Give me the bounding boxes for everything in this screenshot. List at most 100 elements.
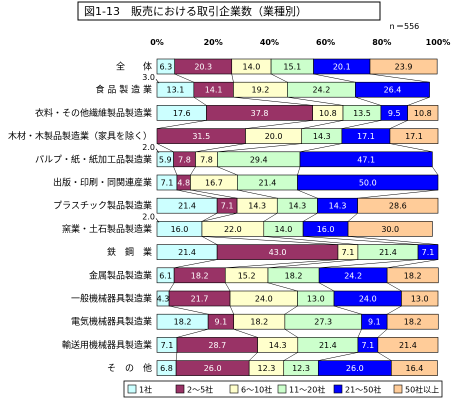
data-label: 24.0: [359, 295, 377, 304]
series-connector-line: [190, 166, 196, 176]
series-connector-line: [176, 189, 218, 199]
series-connector-line: [263, 212, 278, 222]
data-label: 7.1: [342, 248, 355, 257]
series-connector-line: [267, 259, 358, 269]
series-connector-line: [301, 120, 344, 129]
data-label: 23.9: [395, 63, 413, 72]
x-axis: 0% 20% 40% 60% 80% 100%: [150, 38, 450, 47]
legend-label: 2～5社: [187, 385, 213, 395]
series-connector-line: [245, 120, 313, 129]
data-label: 30.0: [381, 225, 399, 234]
data-label: 14.0: [275, 225, 293, 234]
series-connector-line: [229, 305, 234, 315]
category-label: 輸送用機械器具製造業: [62, 339, 152, 351]
data-label: 5.9: [159, 155, 172, 164]
category-label: 衣料・その他繊維製品製造業: [35, 107, 152, 119]
series-connector-line: [168, 282, 175, 292]
data-label: 29.4: [250, 155, 268, 164]
series-connector-line: [174, 73, 194, 83]
data-label: 14.0: [243, 63, 261, 72]
legend-swatch: [277, 384, 287, 394]
bar-segment: [407, 105, 439, 121]
legend-swatch: [175, 384, 185, 394]
series-connector-line: [303, 236, 419, 245]
data-label: 24.2: [344, 271, 362, 280]
data-label: 10.8: [414, 109, 432, 118]
data-label: 18.2: [250, 318, 268, 327]
series-connector-line: [357, 189, 439, 199]
legend-swatch: [333, 384, 343, 394]
data-label: 9.5: [388, 109, 401, 118]
series-connector-line: [284, 328, 298, 338]
data-label: 18.2: [285, 271, 303, 280]
series-connector-line: [333, 305, 362, 315]
series-connector-line: [175, 352, 178, 361]
data-label: 7.8: [200, 155, 213, 164]
data-label: 18.2: [174, 318, 192, 327]
series-connector-line: [377, 329, 388, 338]
series-connector-line: [193, 96, 207, 106]
series-connector-line: [195, 143, 246, 153]
category-label: 一般機械器具製造業: [71, 293, 152, 305]
series-connector-line: [407, 96, 430, 106]
bar-segment: [417, 244, 439, 260]
data-label: 14.3: [288, 202, 306, 211]
series-connector-line: [287, 96, 344, 106]
legend-label: 6～10社: [241, 385, 272, 395]
data-label: 21.4: [379, 248, 397, 257]
data-label: 9.1: [215, 318, 228, 327]
bar-segment: [386, 267, 439, 284]
x-tick-label: 40%: [260, 38, 279, 47]
data-label: 47.1: [357, 155, 375, 164]
category-label: 鉄 鋼 業: [107, 246, 152, 258]
bar-segment: [377, 337, 439, 353]
data-label: 20.3: [194, 63, 212, 72]
annotation-leader-line: [155, 218, 160, 223]
series-connector-line: [369, 73, 430, 83]
bar-segment: [386, 313, 439, 330]
data-label: 18.2: [404, 271, 422, 280]
data-label: 17.6: [173, 109, 191, 118]
bar-segment: [369, 58, 438, 75]
small-value-label: 2.0: [142, 143, 155, 152]
legend-label: 50社以上: [405, 385, 439, 395]
series-connector-line: [190, 189, 238, 199]
legend-swatch: [127, 384, 137, 394]
data-label: 7.1: [161, 179, 174, 188]
legend-swatch: [393, 384, 403, 394]
data-label: 7.1: [362, 341, 375, 350]
series-connector-line: [377, 352, 392, 361]
category-label: 電気機械器具製造業: [71, 316, 152, 328]
series-connector-line: [387, 259, 439, 269]
data-label: 13.1: [166, 86, 184, 95]
series-connector-line: [233, 328, 258, 338]
data-label: 7.1: [161, 341, 174, 350]
category-label: パルプ・紙・紙加工品製造業: [35, 153, 152, 165]
data-label: 14.3: [313, 132, 331, 141]
data-label: 13.5: [353, 109, 371, 118]
series-connector-line: [355, 96, 382, 106]
data-label: 31.5: [192, 132, 210, 141]
series-connector-line: [267, 282, 298, 292]
data-label: 28.6: [389, 202, 407, 211]
data-label: 21.4: [319, 341, 337, 350]
data-label: 26.4: [384, 86, 402, 95]
bar-segment: [391, 360, 438, 376]
bars: 6.3 20.3 14.0 15.1 20.1 23.9 13.1 14.1 19.2 24.2 2…: [157, 58, 439, 376]
data-label: 18.2: [404, 318, 422, 327]
series-connector-line: [263, 236, 358, 245]
legend: 1社 2～5社 6～10社 11～20社 21～50社 50社以上: [123, 380, 443, 398]
annotation-leader-line: [155, 79, 160, 84]
category-label: 窯業・土石製品製造業: [62, 223, 152, 235]
series-connector-line: [302, 212, 318, 222]
series-connector-line: [389, 120, 408, 129]
series-connector-line: [357, 329, 362, 338]
chart-title: 図1-13 販売における取引企業数（業種別）: [84, 4, 307, 18]
series-connector-line: [201, 236, 338, 245]
data-label: 7.8: [178, 155, 191, 164]
data-label: 24.0: [255, 295, 273, 304]
series-connector-line: [201, 236, 218, 245]
bar-segment: [357, 197, 439, 214]
